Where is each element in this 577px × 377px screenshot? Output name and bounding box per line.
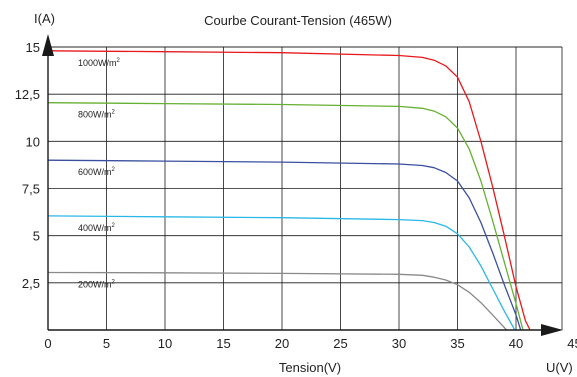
y-tick-label: 10 [26, 134, 40, 149]
y-axis-label: I(A) [34, 11, 55, 26]
x-tick-label: 30 [392, 336, 406, 351]
x-tick-label: 15 [216, 336, 230, 351]
chart-title: Courbe Courant-Tension (465W) [204, 13, 392, 28]
x-tick-label: 25 [333, 336, 347, 351]
curve-label: 600W/m2 [78, 167, 116, 177]
curve-series [47, 215, 516, 331]
curve-label: 200W/m2 [78, 279, 116, 289]
x-axis-label: Tension(V) [279, 360, 341, 375]
curve-labels: 1000W/m2 800W/m2 600W/m2 400W/m2 200W/m2 [78, 58, 121, 290]
curve-label-exponent: 2 [112, 110, 116, 116]
grid [48, 46, 563, 330]
x-tick-label: 20 [275, 336, 289, 351]
curve-series [47, 102, 524, 331]
curve-label-exponent: 2 [117, 58, 121, 64]
y-tick-label: 5 [33, 229, 40, 244]
curve-series [47, 271, 508, 331]
curve-label: 1000W/m2 [78, 58, 121, 68]
axes [42, 34, 563, 336]
curve-label-exponent: 2 [112, 279, 116, 285]
x-tick-label: 35 [450, 336, 464, 351]
curve-label: 800W/m2 [78, 110, 116, 120]
curve-label: 400W/m2 [78, 223, 116, 233]
curves [47, 50, 531, 331]
x-axis-arrow-icon [541, 324, 563, 336]
y-axis-arrow-icon [42, 34, 54, 56]
x-tick-label: 0 [44, 336, 51, 351]
curve-label-exponent: 2 [112, 223, 116, 229]
y-tick-label: 7,5 [22, 182, 40, 197]
y-tick-label: 2,5 [22, 276, 40, 291]
x-tick-label: 40 [509, 336, 523, 351]
x-axis-unit-label: U(V) [546, 360, 573, 375]
y-tick-label: 12,5 [15, 87, 40, 102]
x-tick-label: 45 [567, 336, 577, 351]
x-tick-label: 10 [158, 336, 172, 351]
curve-series [47, 50, 531, 331]
x-tick-label: 5 [103, 336, 110, 351]
y-tick-label: 15 [26, 40, 40, 55]
curve-series [47, 159, 522, 331]
tick-labels: 0 5 10 15 20 25 30 35 40 45 2,5 5 7,5 10 12,5 15 [15, 40, 577, 351]
curve-label-exponent: 2 [112, 167, 116, 173]
